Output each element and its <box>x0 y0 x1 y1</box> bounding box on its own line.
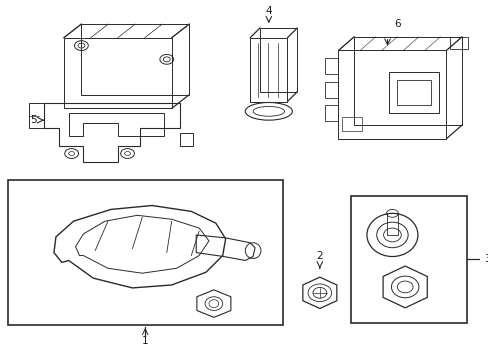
Bar <box>324 105 338 121</box>
Bar <box>250 38 287 102</box>
Text: 1: 1 <box>142 336 148 346</box>
Bar <box>342 117 361 131</box>
Bar <box>324 58 338 74</box>
Bar <box>338 50 446 139</box>
Text: 2: 2 <box>316 251 323 261</box>
Bar <box>63 38 171 108</box>
Bar <box>350 196 466 323</box>
Bar <box>324 82 338 98</box>
Bar <box>388 72 438 113</box>
Text: 3: 3 <box>484 255 488 265</box>
Bar <box>8 180 282 325</box>
Text: 4: 4 <box>265 6 271 16</box>
Text: 6: 6 <box>393 19 400 29</box>
Bar <box>397 80 430 105</box>
Bar <box>353 37 461 125</box>
Bar <box>260 28 297 92</box>
Bar <box>386 213 398 235</box>
Text: 5: 5 <box>31 115 37 125</box>
Bar <box>81 24 189 95</box>
